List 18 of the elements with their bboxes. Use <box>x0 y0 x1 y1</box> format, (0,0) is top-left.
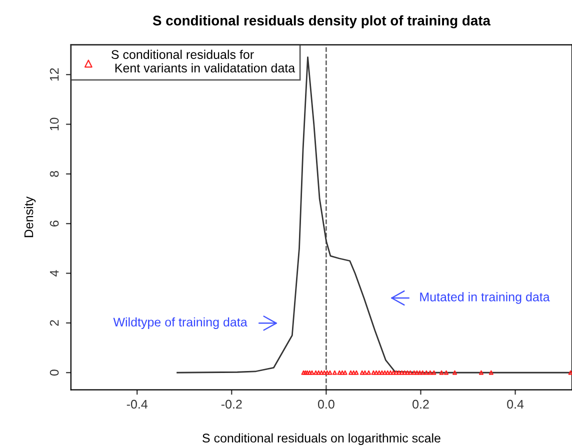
y-tick-label: 0 <box>50 370 59 376</box>
y-tick-label: 10 <box>50 118 59 130</box>
x-tick-label: 0.4 <box>507 400 524 409</box>
y-tick-label: 2 <box>50 320 59 326</box>
y-tick-label: 4 <box>50 270 59 276</box>
y-axis-title: Density <box>24 196 36 238</box>
legend-label: S conditional residuals for Kent variants in validatation data <box>111 50 296 72</box>
y-tick-label: 6 <box>50 220 59 226</box>
y-tick-label: 8 <box>50 171 59 177</box>
x-tick-label: 0.0 <box>318 400 334 409</box>
annotation: Wildtype of training data <box>113 317 248 330</box>
x-tick-label: -0.4 <box>126 400 148 409</box>
x-axis-title: S conditional residuals on logarithmic scale <box>202 433 440 446</box>
x-tick-label: -0.2 <box>221 400 242 409</box>
x-tick-label: 0.2 <box>412 400 429 409</box>
chart-title: S conditional residuals density plot of training data <box>152 15 491 28</box>
annotation: Mutated in training data <box>420 292 550 304</box>
y-tick-label: 12 <box>50 68 59 81</box>
